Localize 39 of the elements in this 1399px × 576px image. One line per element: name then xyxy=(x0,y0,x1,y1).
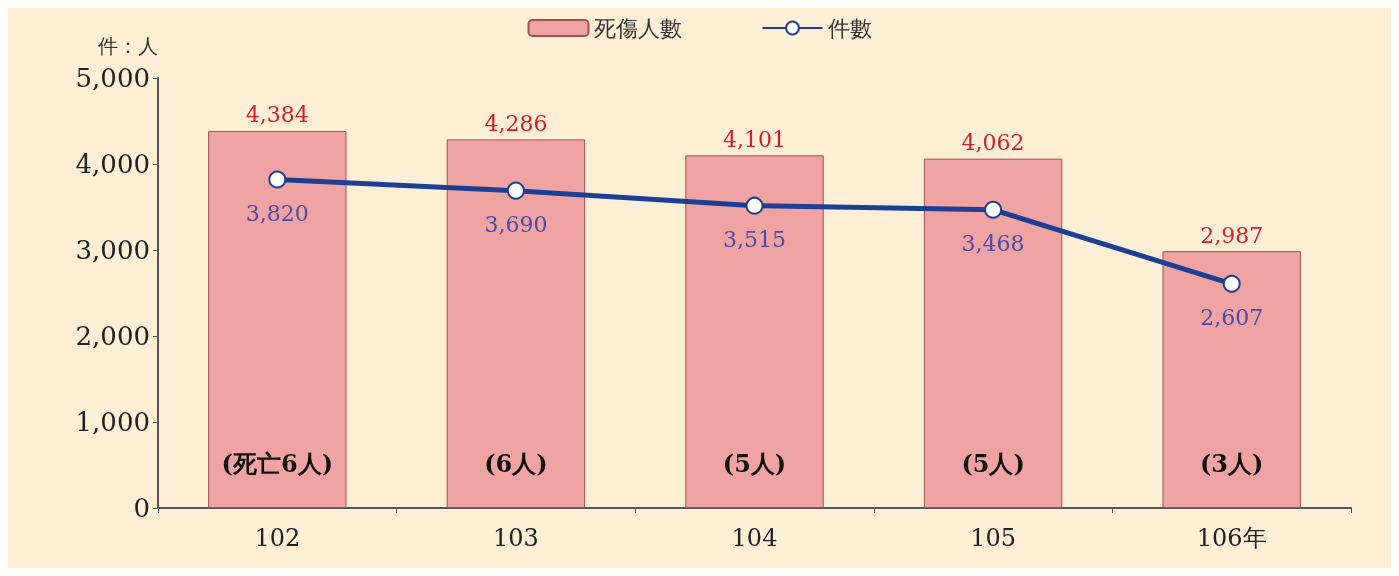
data-label: 2,987 xyxy=(1200,222,1264,248)
point xyxy=(745,196,764,215)
data-label: 3,468 xyxy=(961,231,1025,257)
bar xyxy=(1162,251,1301,508)
y-tick-label: 5,000 xyxy=(75,63,150,93)
legend-label: 件數 xyxy=(827,15,872,41)
y-tick-label: 4,000 xyxy=(75,149,150,179)
point xyxy=(506,181,525,200)
data-label: 3,690 xyxy=(484,212,548,238)
point xyxy=(984,200,1003,219)
annotation: (死亡6人) xyxy=(221,448,334,478)
y-tick-label: 3,000 xyxy=(75,235,150,265)
data-label: 4,101 xyxy=(723,126,786,152)
annotation: (5人) xyxy=(961,448,1025,478)
data-label: 3,820 xyxy=(245,200,309,226)
x-tick-label: 105 xyxy=(970,524,1017,552)
y-axis-title: 件：人 xyxy=(98,34,158,58)
data-label: 4,384 xyxy=(245,102,309,128)
annotation: (5人) xyxy=(722,448,787,478)
data-label: 4,286 xyxy=(484,110,548,136)
data-label: 4,062 xyxy=(961,130,1025,156)
data-label: 3,515 xyxy=(723,227,786,253)
bar xyxy=(685,155,824,508)
annotation: (3人) xyxy=(1199,448,1264,478)
data-label: 2,607 xyxy=(1200,305,1264,331)
y-tick-label: 1,000 xyxy=(75,407,150,437)
bar xyxy=(446,139,586,508)
point xyxy=(1222,274,1241,293)
point xyxy=(268,170,287,189)
y-tick-label: 2,000 xyxy=(75,321,150,351)
legend-label: 死傷人數 xyxy=(593,15,682,41)
annotation: (6人) xyxy=(484,448,548,478)
bar xyxy=(208,130,347,508)
bar xyxy=(923,158,1063,508)
y-tick-label: 0 xyxy=(133,493,150,523)
x-tick-label: 106年 xyxy=(1196,524,1267,552)
x-tick-label: 102 xyxy=(254,524,301,552)
x-tick-label: 103 xyxy=(492,524,539,552)
x-tick-label: 104 xyxy=(731,524,778,552)
